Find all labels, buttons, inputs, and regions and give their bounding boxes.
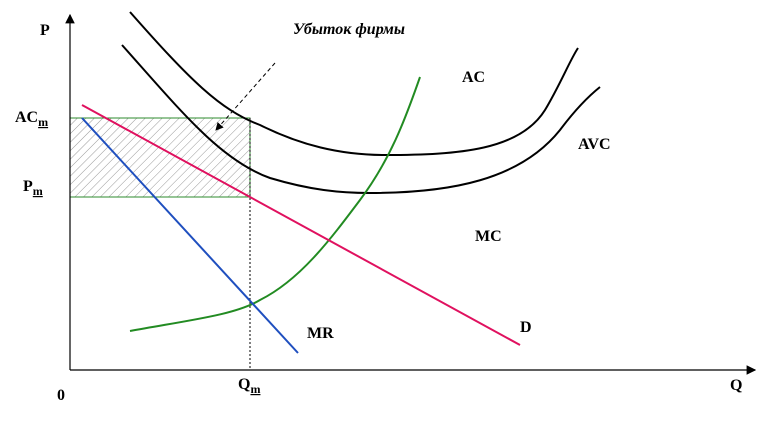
y-axis-label: P bbox=[40, 22, 50, 39]
loss-area bbox=[69, 117, 251, 198]
mr-line bbox=[81, 117, 299, 354]
demand-line bbox=[81, 104, 521, 346]
acm-sub: m bbox=[38, 115, 48, 129]
annotation-arrow bbox=[215, 62, 276, 131]
pm-label: Pm bbox=[23, 178, 43, 198]
mc-curve bbox=[129, 76, 421, 332]
ac-curve bbox=[129, 11, 579, 157]
acm-label: ACm bbox=[15, 109, 48, 129]
acm-text: AC bbox=[15, 109, 38, 126]
pm-sub: m bbox=[33, 184, 43, 198]
mr-label: MR bbox=[307, 325, 334, 342]
x-axis-label: Q bbox=[730, 377, 742, 394]
origin-label: 0 bbox=[57, 387, 65, 404]
qm-sub: m bbox=[250, 382, 260, 396]
ac-label: AC bbox=[462, 69, 485, 86]
qm-text: Q bbox=[238, 376, 250, 393]
avc-label: AVC bbox=[578, 136, 611, 153]
pm-text: P bbox=[23, 178, 33, 195]
mc-label: MC bbox=[475, 228, 502, 245]
d-label: D bbox=[520, 319, 532, 336]
qm-label: Qm bbox=[238, 376, 260, 396]
annotation: Убыток фирмы bbox=[293, 21, 405, 38]
